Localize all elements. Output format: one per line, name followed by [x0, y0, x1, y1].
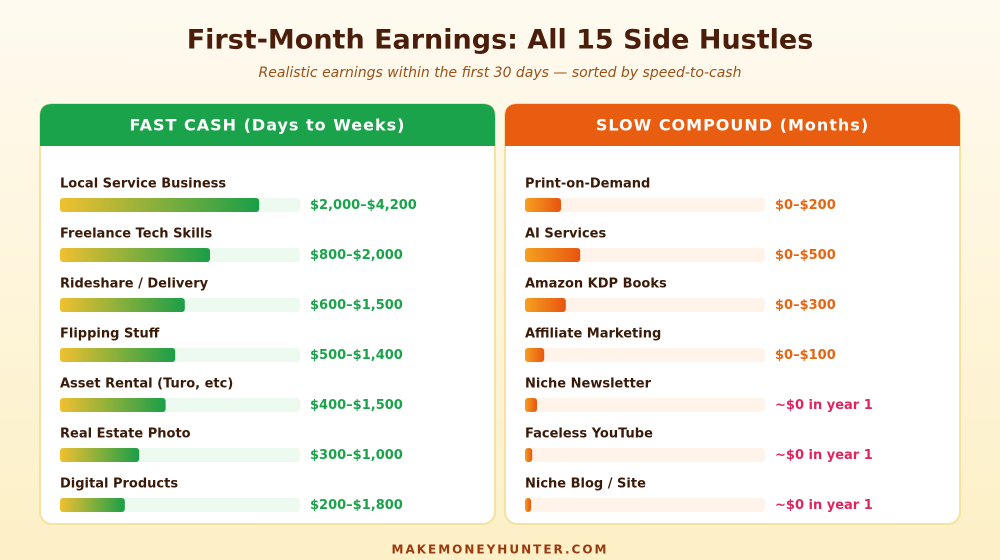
range-label: $400–$1,500: [310, 398, 403, 413]
bar: [525, 298, 566, 312]
range-label: $0–$100: [775, 348, 836, 363]
subtitle: Realistic earnings within the first 30 d…: [259, 65, 742, 81]
row-label: Asset Rental (Turo, etc): [60, 377, 233, 392]
panel: SLOW COMPOUND (Months) Print-on-Demand $0–…: [504, 103, 961, 525]
row-label: Niche Blog / Site: [525, 477, 646, 492]
bar: [525, 348, 545, 362]
bar-track: [525, 248, 765, 262]
row-label: Affiliate Marketing: [525, 327, 661, 342]
row-label: AI Services: [525, 227, 606, 242]
panel-title: FAST CASH (Days to Weeks): [130, 116, 406, 135]
panel-header: [40, 104, 495, 146]
panel-header: [505, 104, 960, 146]
panel: FAST CASH (Days to Weeks) Local Service B…: [39, 103, 496, 525]
bar-track: [525, 198, 765, 212]
row-label: Digital Products: [60, 477, 178, 492]
row-label: Freelance Tech Skills: [60, 227, 212, 242]
row-label: Faceless YouTube: [525, 427, 653, 442]
range-label: $600–$1,500: [310, 298, 403, 313]
row-label: Rideshare / Delivery: [60, 277, 209, 292]
bar: [525, 398, 537, 412]
range-label: $300–$1,000: [310, 448, 403, 463]
row-label: Flipping Stuff: [60, 327, 160, 342]
range-label: ~$0 in year 1: [775, 498, 873, 513]
bar: [60, 248, 210, 262]
row-label: Print-on-Demand: [525, 177, 650, 192]
range-label: $500–$1,400: [310, 348, 403, 363]
footer: MAKEMONEYHUNTER.COM: [392, 543, 609, 557]
range-label: ~$0 in year 1: [775, 448, 873, 463]
range-label: $0–$200: [775, 198, 836, 213]
row-label: Niche Newsletter: [525, 377, 652, 392]
bar: [60, 298, 185, 312]
range-label: $800–$2,000: [310, 248, 403, 263]
bar-track: [525, 398, 765, 412]
range-label: $0–$300: [775, 298, 836, 313]
bar: [60, 348, 176, 362]
panel-title: SLOW COMPOUND (Months): [596, 116, 869, 135]
bar: [60, 448, 140, 462]
range-label: $200–$1,800: [310, 498, 403, 513]
range-label: $0–$500: [775, 248, 836, 263]
bar-track: [525, 498, 765, 512]
bar: [60, 398, 166, 412]
bar-track: [525, 298, 765, 312]
title: First-Month Earnings: All 15 Side Hustle…: [187, 25, 814, 56]
bar: [60, 198, 260, 212]
row-label: Local Service Business: [60, 177, 226, 192]
range-label: ~$0 in year 1: [775, 398, 873, 413]
row-label: Amazon KDP Books: [525, 277, 667, 292]
bar: [525, 198, 561, 212]
row-label: Real Estate Photo: [60, 427, 191, 442]
bar-track: [525, 348, 765, 362]
bar: [525, 448, 533, 462]
bar: [60, 498, 125, 512]
range-label: $2,000–$4,200: [310, 198, 417, 213]
bar: [525, 498, 531, 512]
bar-track: [525, 448, 765, 462]
bar: [525, 248, 581, 262]
